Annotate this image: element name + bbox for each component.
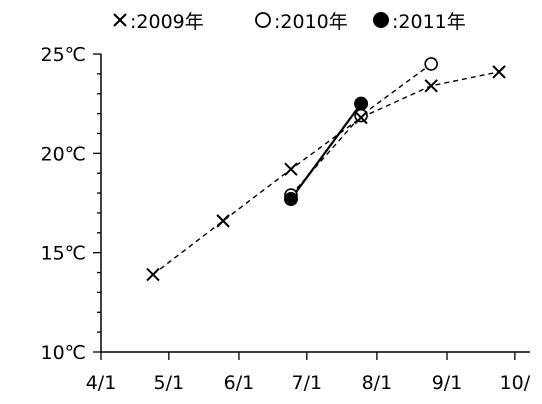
x-tick-label: 10/ [500,372,531,394]
legend: :2009年 :2010年 :2011年 [0,6,542,36]
cross-marker-icon [113,13,127,27]
cross-marker [284,162,298,176]
legend-item-2011: :2011年 [372,6,466,34]
cross-marker [354,110,368,125]
x-tick-label: 7/1 [292,372,323,394]
legend-label-2010: :2010年 [274,10,348,33]
x-tick-label: 6/1 [224,372,255,394]
x-tick-label: 4/1 [86,372,117,394]
open-circle-marker [424,57,438,71]
cross-marker [146,267,160,282]
open-circle-marker-icon [255,12,271,28]
legend-label-2009: :2009年 [130,10,204,33]
y-tick-label: 25℃ [40,44,86,66]
y-tick-label: 15℃ [40,243,86,265]
x-tick-label: 8/1 [362,372,393,394]
y-tick-label: 10℃ [40,342,86,364]
cross-marker [492,65,506,79]
legend-label-2011: :2011年 [392,10,466,33]
open-circle-marker [354,108,368,123]
legend-item-2009: :2009年 [112,6,204,34]
x-tick-label: 9/1 [432,372,463,394]
filled-circle-marker [354,96,369,111]
filled-circle-marker-icon [373,12,389,28]
cross-marker [216,214,230,228]
cross-marker [424,79,438,93]
filled-circle-marker [283,192,298,207]
y-tick-label: 20℃ [40,143,86,165]
legend-item-2010: :2010年 [254,6,348,34]
series-line-2 [290,103,362,200]
series-line-0 [152,71,500,276]
series-line-1 [290,63,432,196]
x-tick-label: 5/1 [154,372,185,394]
